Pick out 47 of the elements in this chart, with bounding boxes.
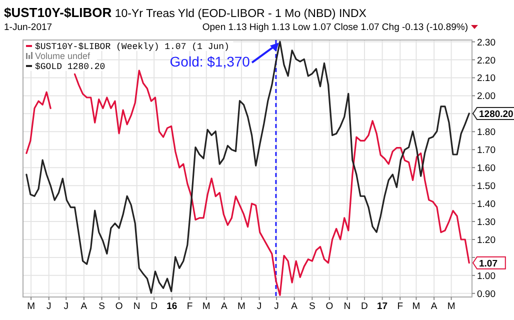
x-tick-label: A	[291, 301, 298, 312]
x-tick-label: S	[309, 301, 316, 312]
x-tick-label: S	[98, 301, 105, 312]
y-tick-label: 2.00	[477, 91, 496, 102]
x-tick-label: 17	[377, 301, 388, 312]
y-tick-label: 2.10	[477, 73, 496, 84]
data-label: Gold: $1,370	[170, 54, 250, 70]
x-tick-label: A	[80, 301, 88, 312]
x-tick-label: F	[397, 301, 404, 312]
data-label: 1.07	[479, 258, 498, 270]
x-tick-label: A	[430, 301, 438, 312]
y-tick-label: 2.20	[477, 55, 496, 66]
x-tick-label: 16	[166, 301, 178, 312]
chart-subtitle: 1-Jun-2017	[4, 22, 52, 33]
y-tick-label: 1.20	[477, 234, 496, 246]
x-tick-label: N	[344, 301, 351, 312]
x-tick-label: O	[115, 301, 123, 312]
x-tick-label: M	[202, 301, 210, 312]
chart-title: $UST10Y-$LIBOR 10-Yr Treas Yld (EOD-LIBOR - 1 Mo (NBD) INDX	[4, 5, 367, 20]
legend-label: $GOLD 1280.20	[35, 62, 106, 72]
y-tick-label: 2.30	[477, 37, 496, 48]
x-tick-label: N	[133, 301, 140, 312]
y-tick-label: 1.80	[477, 127, 496, 138]
x-tick-label: D	[150, 301, 158, 312]
x-tick-label: M	[412, 301, 420, 312]
data-label: 1280.20	[479, 108, 514, 120]
y-tick-label: 1.30	[477, 217, 496, 228]
y-tick-label: 1.00	[477, 270, 496, 282]
x-tick-label: J	[64, 301, 69, 312]
x-tick-label: D	[361, 301, 368, 312]
x-tick-label: M	[447, 301, 456, 312]
x-tick-label: J	[274, 301, 280, 312]
y-tick-label: 0.90	[477, 288, 496, 300]
y-tick-label: 1.70	[477, 145, 496, 156]
x-tick-label: J	[46, 301, 52, 312]
text: Open 1.13 High 1.13 Low 1.07 Close 1.07 Chg -0.13 (-10.89%)	[202, 22, 468, 33]
y-tick-label: 1.50	[477, 181, 496, 192]
y-tick-label: 1.60	[477, 163, 496, 174]
x-tick-label: A	[221, 301, 228, 312]
legend-label: $UST10Y-$LIBOR (Weekly) 1.07 (1 Jun)	[35, 42, 230, 52]
x-tick-label: F	[186, 301, 193, 312]
x-tick-label: M	[238, 301, 246, 312]
annotation: Volume undef	[35, 51, 91, 61]
x-tick-label: J	[256, 301, 262, 312]
x-tick-label: O	[326, 301, 334, 312]
y-tick-label: 1.40	[477, 199, 496, 210]
x-tick-label: M	[27, 301, 36, 312]
